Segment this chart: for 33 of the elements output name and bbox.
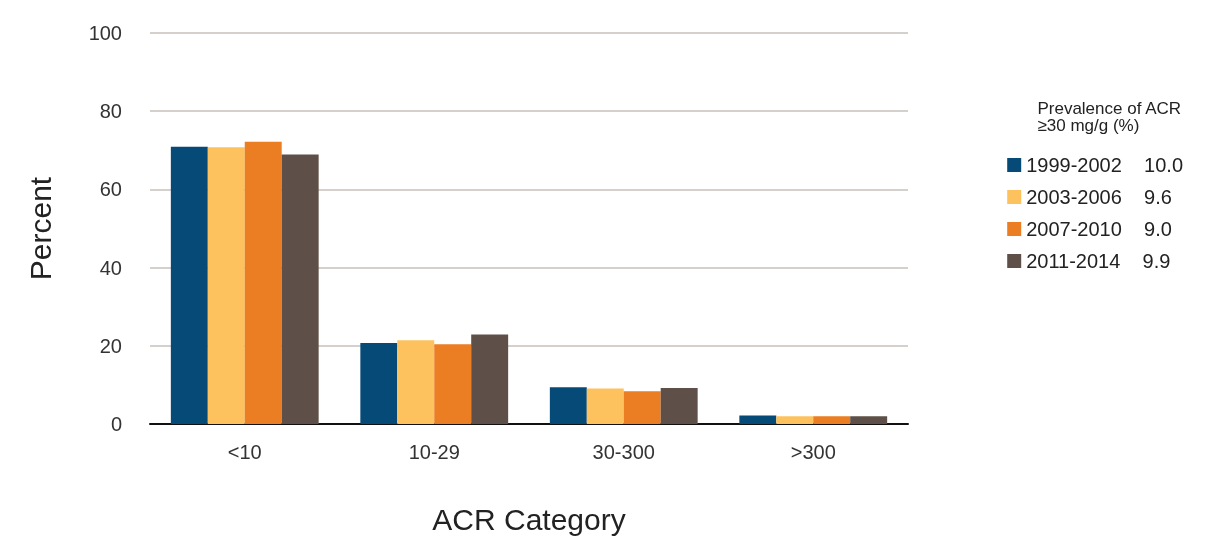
bar [549,387,587,424]
y-tick-label: 100 [88,22,122,44]
y-tick-label: 40 [99,256,122,279]
y-tick-label: 80 [99,100,122,123]
x-tick-label: 30-300 [592,441,655,463]
legend-label: 1999-2002 10.0 [1026,154,1183,176]
y-axis-title: Percent [23,176,57,281]
bar [471,334,509,424]
bar [739,415,777,424]
legend-label: 2011-2014 9.9 [1026,250,1171,272]
bar [281,154,319,424]
bar [360,343,398,424]
y-tick-label: 20 [99,334,122,357]
bar [776,416,814,424]
bar [397,340,435,424]
bar [850,416,888,424]
x-tick-label: >300 [790,441,836,463]
y-tick-label: 60 [99,178,122,201]
bar [207,147,245,424]
bar [586,388,624,424]
y-tick-label: 0 [110,413,122,435]
bar [660,388,698,424]
x-axis-title: ACR Category [432,502,626,536]
bar [434,344,472,424]
bar [244,141,282,424]
x-tick-label: 10-29 [408,441,460,463]
legend-title: Prevalence of ACR ≥30 mg/g (%) [1037,99,1182,135]
x-tick-label: <10 [227,441,262,463]
bar [623,391,661,424]
bar [170,146,208,424]
legend-label: 2007-2010 9.0 [1026,218,1172,240]
legend-label: 2003-2006 9.6 [1026,186,1172,208]
bar [813,416,851,424]
